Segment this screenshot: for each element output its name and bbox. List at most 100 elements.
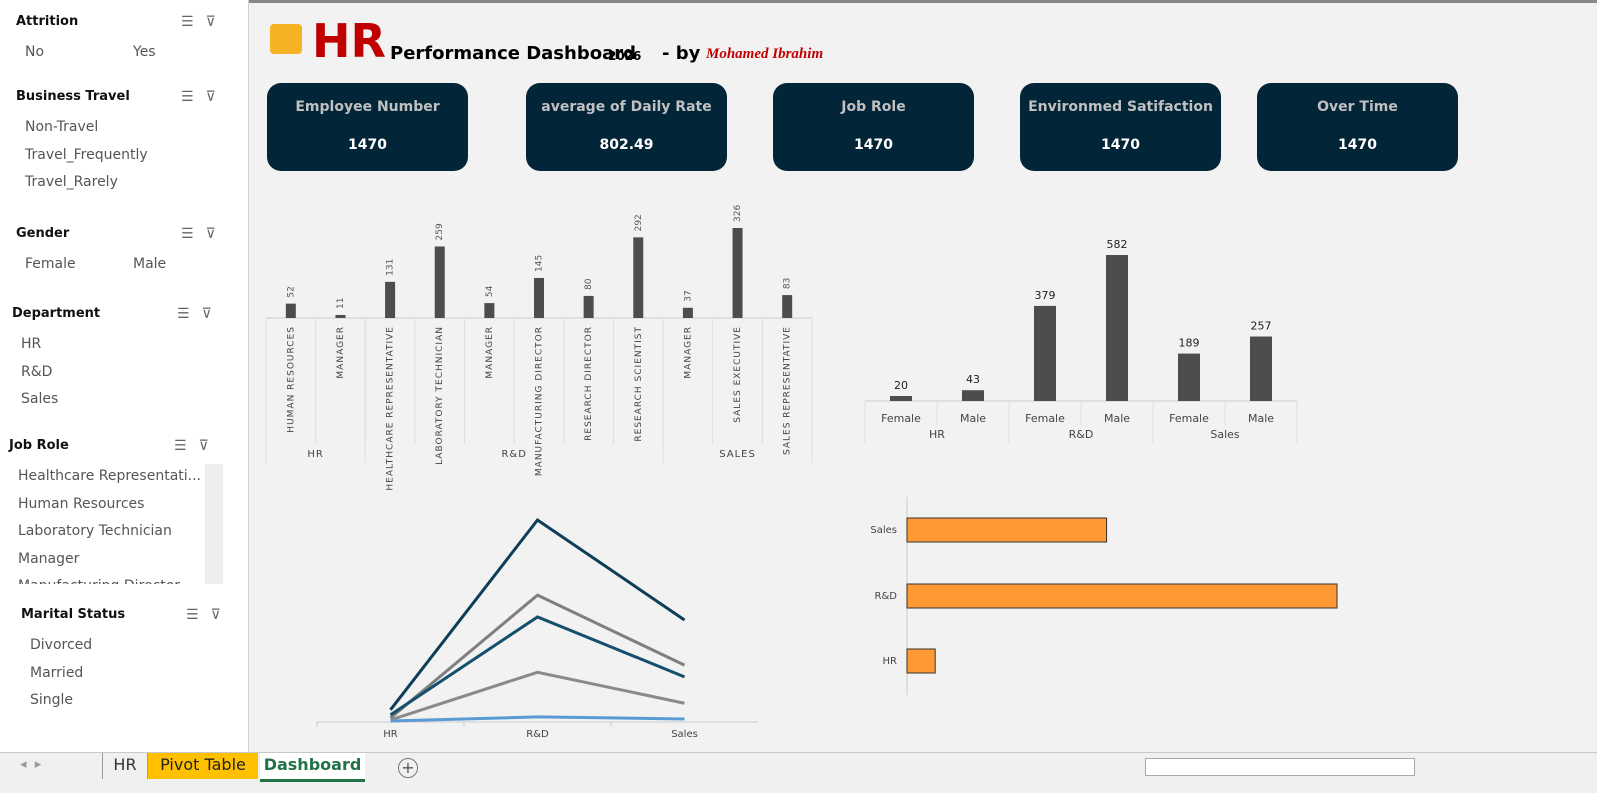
category-label: Male (1104, 412, 1130, 425)
bar (782, 295, 793, 318)
category-label: Female (1025, 412, 1065, 425)
kpi-label: average of Daily Rate (541, 99, 712, 115)
data-label: 54 (485, 285, 495, 297)
bar (962, 390, 984, 401)
nav-arrows[interactable]: ◂ ▸ (20, 757, 42, 772)
category-label: HEALTHCARE REPRESENTATIVE (386, 326, 396, 491)
slicer-item[interactable]: Manager (18, 550, 80, 567)
slicer-buttons[interactable]: ☰⊽ (186, 607, 233, 623)
data-label: 259 (435, 223, 445, 240)
slicer-item[interactable]: R&D (21, 363, 53, 380)
data-label: 582 (1107, 238, 1128, 251)
slicer-item[interactable]: Female (25, 256, 76, 272)
sheet-tab[interactable]: Dashboard (260, 753, 365, 782)
x-tick-label: HR (383, 729, 398, 740)
bar (385, 281, 396, 318)
category-label: Male (960, 412, 986, 425)
category-label: MANAGER (683, 326, 693, 379)
add-sheet[interactable]: + (398, 758, 418, 778)
data-label: 379 (1035, 289, 1056, 302)
slicer-item[interactable]: Healthcare Representati... (18, 468, 201, 484)
kpi-label: Environmed Satifaction (1028, 99, 1213, 115)
sheet-tab[interactable]: Pivot Table (148, 753, 258, 779)
data-label: 326 (733, 205, 743, 222)
category-label: SALES REPRESENTATIVE (783, 326, 793, 455)
group-label: R&D (501, 449, 526, 460)
slicer-title: Business Travel (16, 89, 130, 104)
category-label: RESEARCH SCIENTIST (634, 326, 644, 442)
kpi-value: 1470 (854, 137, 893, 153)
slicer-item[interactable]: Sales (21, 391, 59, 407)
slicer-list: Healthcare Representati... Human Resource… (0, 464, 205, 584)
bar (906, 648, 936, 674)
slicer-title: Attrition (16, 14, 79, 29)
slicer-item[interactable]: Human Resources (18, 495, 145, 512)
category-label: MANAGER (336, 326, 346, 379)
category-label: MANAGER (485, 326, 495, 379)
line-series (389, 593, 686, 720)
category-label: MANUFACTURING DIRECTOR (535, 326, 545, 476)
slicer-buttons[interactable]: ☰⊽ (174, 438, 221, 454)
slicer-item[interactable]: Laboratory Technician (18, 523, 172, 539)
bar (583, 295, 594, 318)
slicer-item[interactable]: Non-Travel (25, 119, 99, 135)
slicer-item[interactable]: Married (30, 664, 84, 681)
kpi-card: Employee Number 1470 (267, 83, 468, 171)
slicer-item[interactable]: No (25, 44, 45, 60)
slicer-buttons[interactable]: ☰⊽ (181, 226, 228, 242)
subtitle: Performance Dashboard (390, 43, 636, 64)
data-label: 189 (1179, 337, 1200, 350)
bar (484, 303, 495, 318)
slicer-title: Job Role (9, 438, 69, 453)
data-label: 292 (634, 214, 644, 231)
category-label: Female (881, 412, 921, 425)
slicer-item[interactable]: Divorced (30, 637, 93, 653)
slicer-title: Marital Status (21, 607, 126, 622)
slicer-item[interactable]: Single (30, 692, 74, 708)
category-label: LABORATORY TECHNICIAN (435, 326, 445, 465)
slicer-item[interactable]: Manufacturing Director (18, 578, 180, 584)
slicer-buttons[interactable]: ☰⊽ (181, 89, 228, 105)
slicer-buttons[interactable]: ☰⊽ (177, 306, 224, 322)
top-border (249, 0, 1597, 3)
group-label: SALES (719, 449, 756, 460)
sheet-tabs: ◂ ▸ + HR Pivot Table Dashboard (0, 752, 1597, 793)
bar (534, 277, 544, 318)
slicer-item[interactable]: Travel_Frequently (25, 146, 148, 163)
group-label: HR (307, 449, 323, 460)
x-tick-label: R&D (526, 729, 549, 740)
data-label: 257 (1251, 320, 1272, 333)
kpi-value: 1470 (1338, 137, 1377, 153)
category-label: SALES EXECUTIVE (733, 326, 743, 423)
data-label: 131 (386, 259, 396, 276)
slicer-item[interactable]: Travel_Rarely (25, 174, 118, 190)
kpi-card: Over Time 1470 (1257, 83, 1458, 171)
slicer-title: Gender (16, 226, 70, 241)
sheet-tab[interactable]: HR (102, 753, 148, 779)
kpi-card: Environmed Satifaction 1470 (1020, 83, 1221, 171)
bar (1034, 305, 1056, 401)
slicer-panel: Attrition ☰⊽ No Yes Business Travel ☰⊽ Non-Tra… (0, 0, 249, 752)
slicer-item[interactable]: Male (133, 256, 167, 272)
data-label: 20 (894, 379, 908, 392)
data-label: 83 (783, 278, 793, 289)
scrollbar[interactable] (1145, 758, 1415, 776)
bar (335, 314, 346, 318)
slicer-item[interactable]: Yes (133, 44, 156, 60)
slicer-item[interactable]: HR (21, 336, 42, 352)
author: Mohamed Ibrahim (706, 46, 824, 62)
x-tick-label: Sales (671, 729, 698, 740)
year: 2026 (608, 49, 642, 63)
data-label: 11 (336, 298, 346, 309)
kpi-label: Employee Number (295, 99, 440, 115)
category-label: HUMAN RESOURCES (286, 326, 296, 433)
y-tick-label: HR (883, 656, 898, 667)
scroll-area (205, 464, 223, 584)
data-label: 80 (584, 278, 594, 290)
title: HR (312, 14, 386, 68)
y-tick-label: Sales (870, 525, 897, 536)
kpi-value: 1470 (348, 137, 387, 153)
kpi-label: Over Time (1317, 99, 1398, 115)
slicer-buttons[interactable]: ☰⊽ (181, 14, 228, 30)
